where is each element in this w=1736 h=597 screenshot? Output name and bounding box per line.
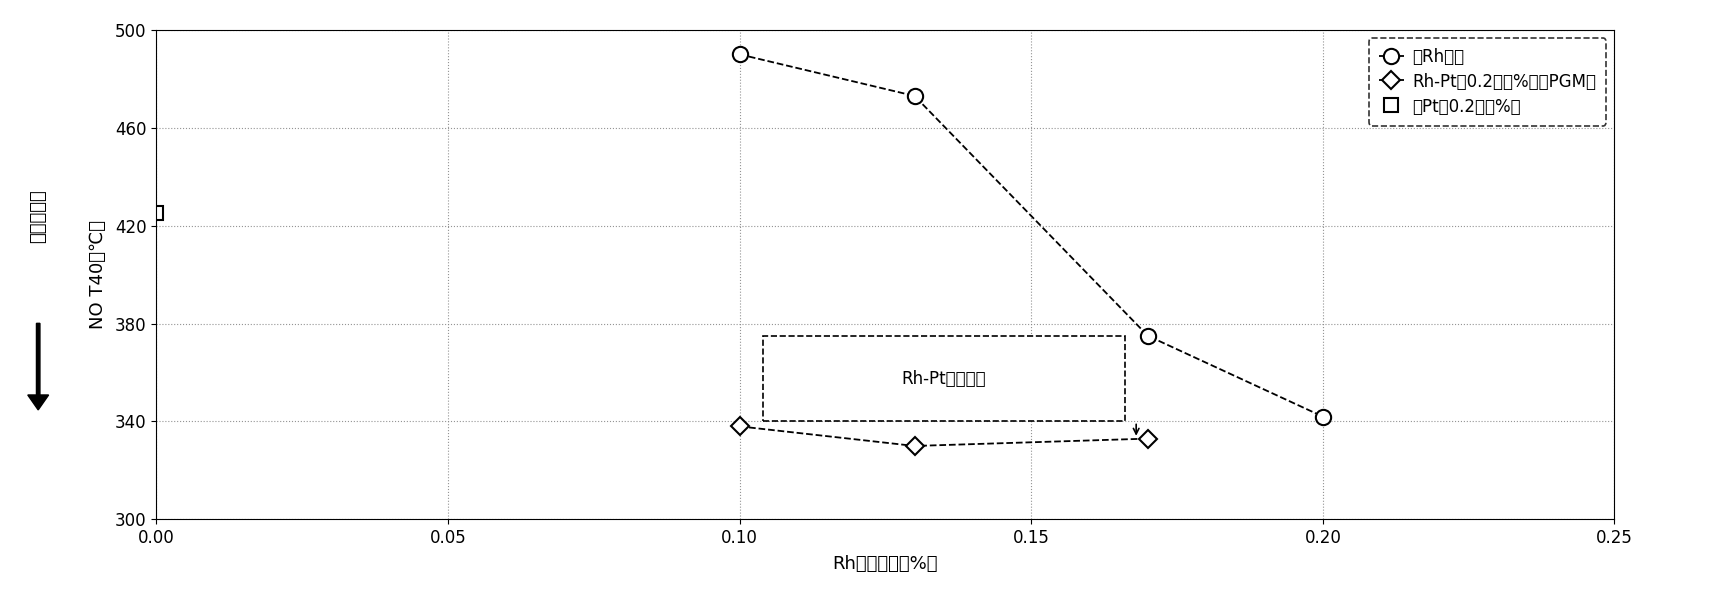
仅Rh参考 <box>1312 413 1333 420</box>
Line: 仅Rh参考: 仅Rh参考 <box>733 47 1330 424</box>
Legend: 仅Rh参考, Rh-Pt（0.2重量%的总PGM）, 仅Pt（0.2重量%）: 仅Rh参考, Rh-Pt（0.2重量%的总PGM）, 仅Pt（0.2重量%） <box>1368 38 1606 125</box>
Rh-Pt（0.2重量%的总PGM） <box>729 423 750 430</box>
Rh-Pt（0.2重量%的总PGM） <box>904 442 925 450</box>
Text: Rh-Pt协同作用: Rh-Pt协同作用 <box>901 370 986 387</box>
Text: 改进的起燃: 改进的起燃 <box>30 189 47 243</box>
Rh-Pt（0.2重量%的总PGM） <box>1137 435 1158 442</box>
Line: Rh-Pt（0.2重量%的总PGM）: Rh-Pt（0.2重量%的总PGM） <box>733 420 1154 452</box>
Y-axis label: NO T40（℃）: NO T40（℃） <box>89 220 106 329</box>
X-axis label: Rh载量（重量%）: Rh载量（重量%） <box>833 555 937 574</box>
仅Rh参考 <box>1137 332 1158 339</box>
FancyBboxPatch shape <box>762 336 1125 421</box>
仅Rh参考 <box>729 51 750 58</box>
仅Rh参考 <box>904 93 925 100</box>
